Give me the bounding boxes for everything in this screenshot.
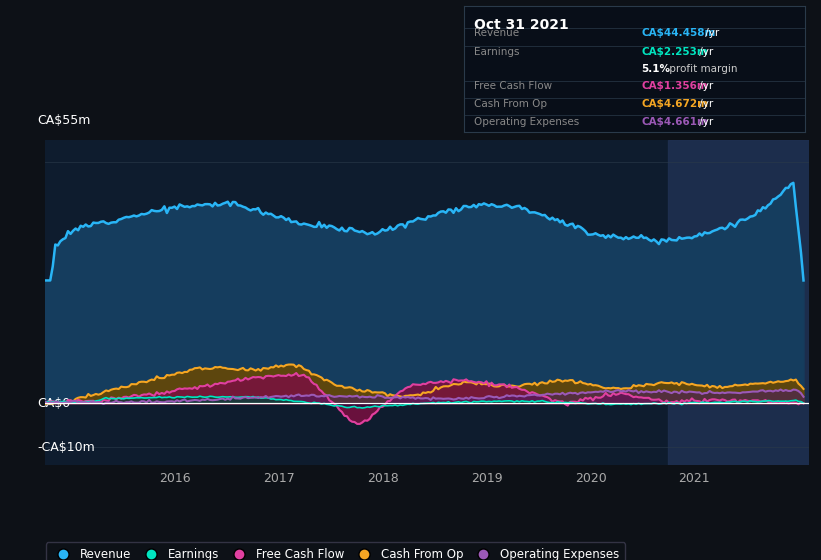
Text: CA$55m: CA$55m bbox=[38, 114, 91, 127]
Legend: Revenue, Earnings, Free Cash Flow, Cash From Op, Operating Expenses: Revenue, Earnings, Free Cash Flow, Cash … bbox=[46, 542, 625, 560]
Text: Free Cash Flow: Free Cash Flow bbox=[474, 81, 553, 91]
Text: profit margin: profit margin bbox=[666, 64, 737, 73]
Text: /yr: /yr bbox=[696, 81, 713, 91]
Text: CA$44.458m: CA$44.458m bbox=[641, 29, 715, 38]
Text: Revenue: Revenue bbox=[474, 29, 519, 38]
Text: /yr: /yr bbox=[702, 29, 720, 38]
Text: /yr: /yr bbox=[696, 116, 713, 127]
Text: CA$4.672m: CA$4.672m bbox=[641, 99, 708, 109]
Text: CA$4.661m: CA$4.661m bbox=[641, 116, 708, 127]
Text: /yr: /yr bbox=[696, 47, 713, 57]
Text: CA$1.356m: CA$1.356m bbox=[641, 81, 708, 91]
Text: CA$0: CA$0 bbox=[38, 397, 71, 410]
Text: 5.1%: 5.1% bbox=[641, 64, 670, 73]
Text: Cash From Op: Cash From Op bbox=[474, 99, 547, 109]
Text: /yr: /yr bbox=[696, 99, 713, 109]
Text: Oct 31 2021: Oct 31 2021 bbox=[474, 18, 569, 32]
Text: Operating Expenses: Operating Expenses bbox=[474, 116, 580, 127]
Text: Earnings: Earnings bbox=[474, 47, 520, 57]
Text: -CA$10m: -CA$10m bbox=[38, 441, 95, 454]
Bar bbox=[668, 140, 809, 465]
Text: CA$2.253m: CA$2.253m bbox=[641, 47, 708, 57]
